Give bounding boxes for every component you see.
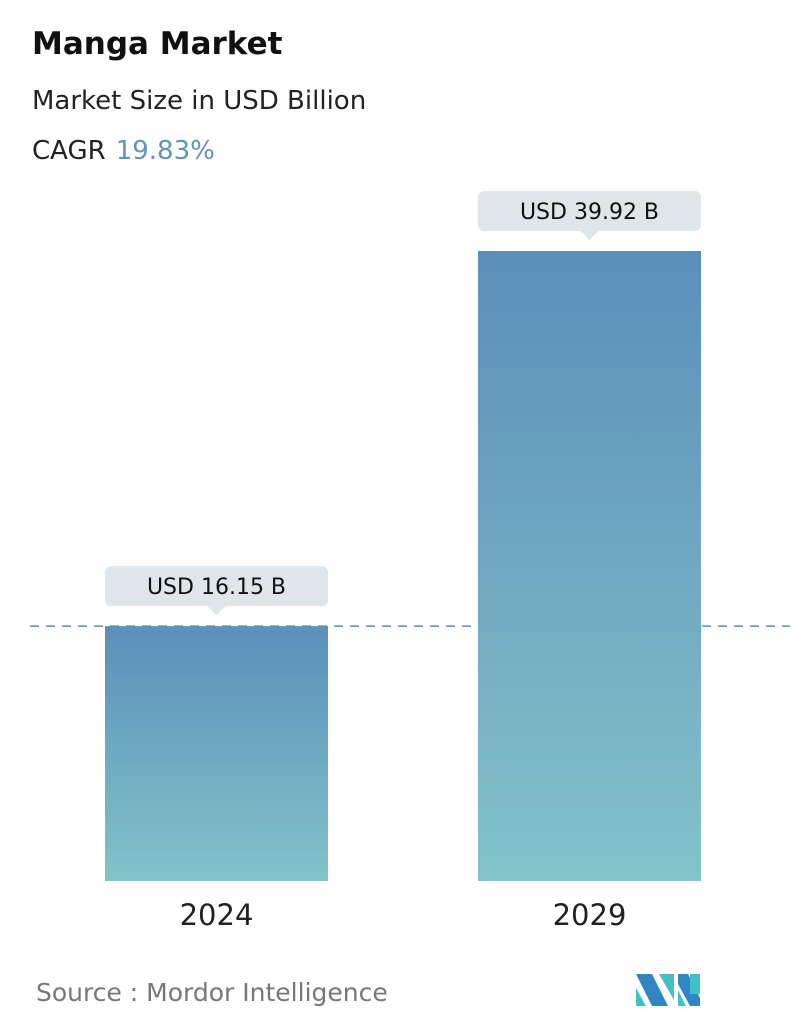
- bar-2024: [105, 626, 328, 881]
- x-tick-label-2024: 2024: [180, 898, 254, 932]
- cagr-label: CAGR: [32, 136, 106, 166]
- cagr: CAGR 19.83%: [32, 136, 215, 166]
- data-label-pointer-2029: [580, 231, 599, 240]
- data-label-pointer-2024: [207, 606, 226, 616]
- cagr-value: 19.83%: [115, 136, 215, 166]
- x-tick-label-2029: 2029: [553, 898, 627, 932]
- data-label-box-2029: [478, 191, 701, 231]
- data-label-2024: USD 16.15 B: [147, 575, 286, 600]
- chart-title: Manga Market: [32, 26, 283, 62]
- data-label-box-2024: [105, 566, 328, 607]
- bar-2029: [478, 251, 701, 881]
- data-label-2029: USD 39.92 B: [520, 200, 659, 225]
- chart-subtitle: Market Size in USD Billion: [32, 86, 367, 116]
- source-text: Source : Mordor Intelligence: [36, 978, 388, 1007]
